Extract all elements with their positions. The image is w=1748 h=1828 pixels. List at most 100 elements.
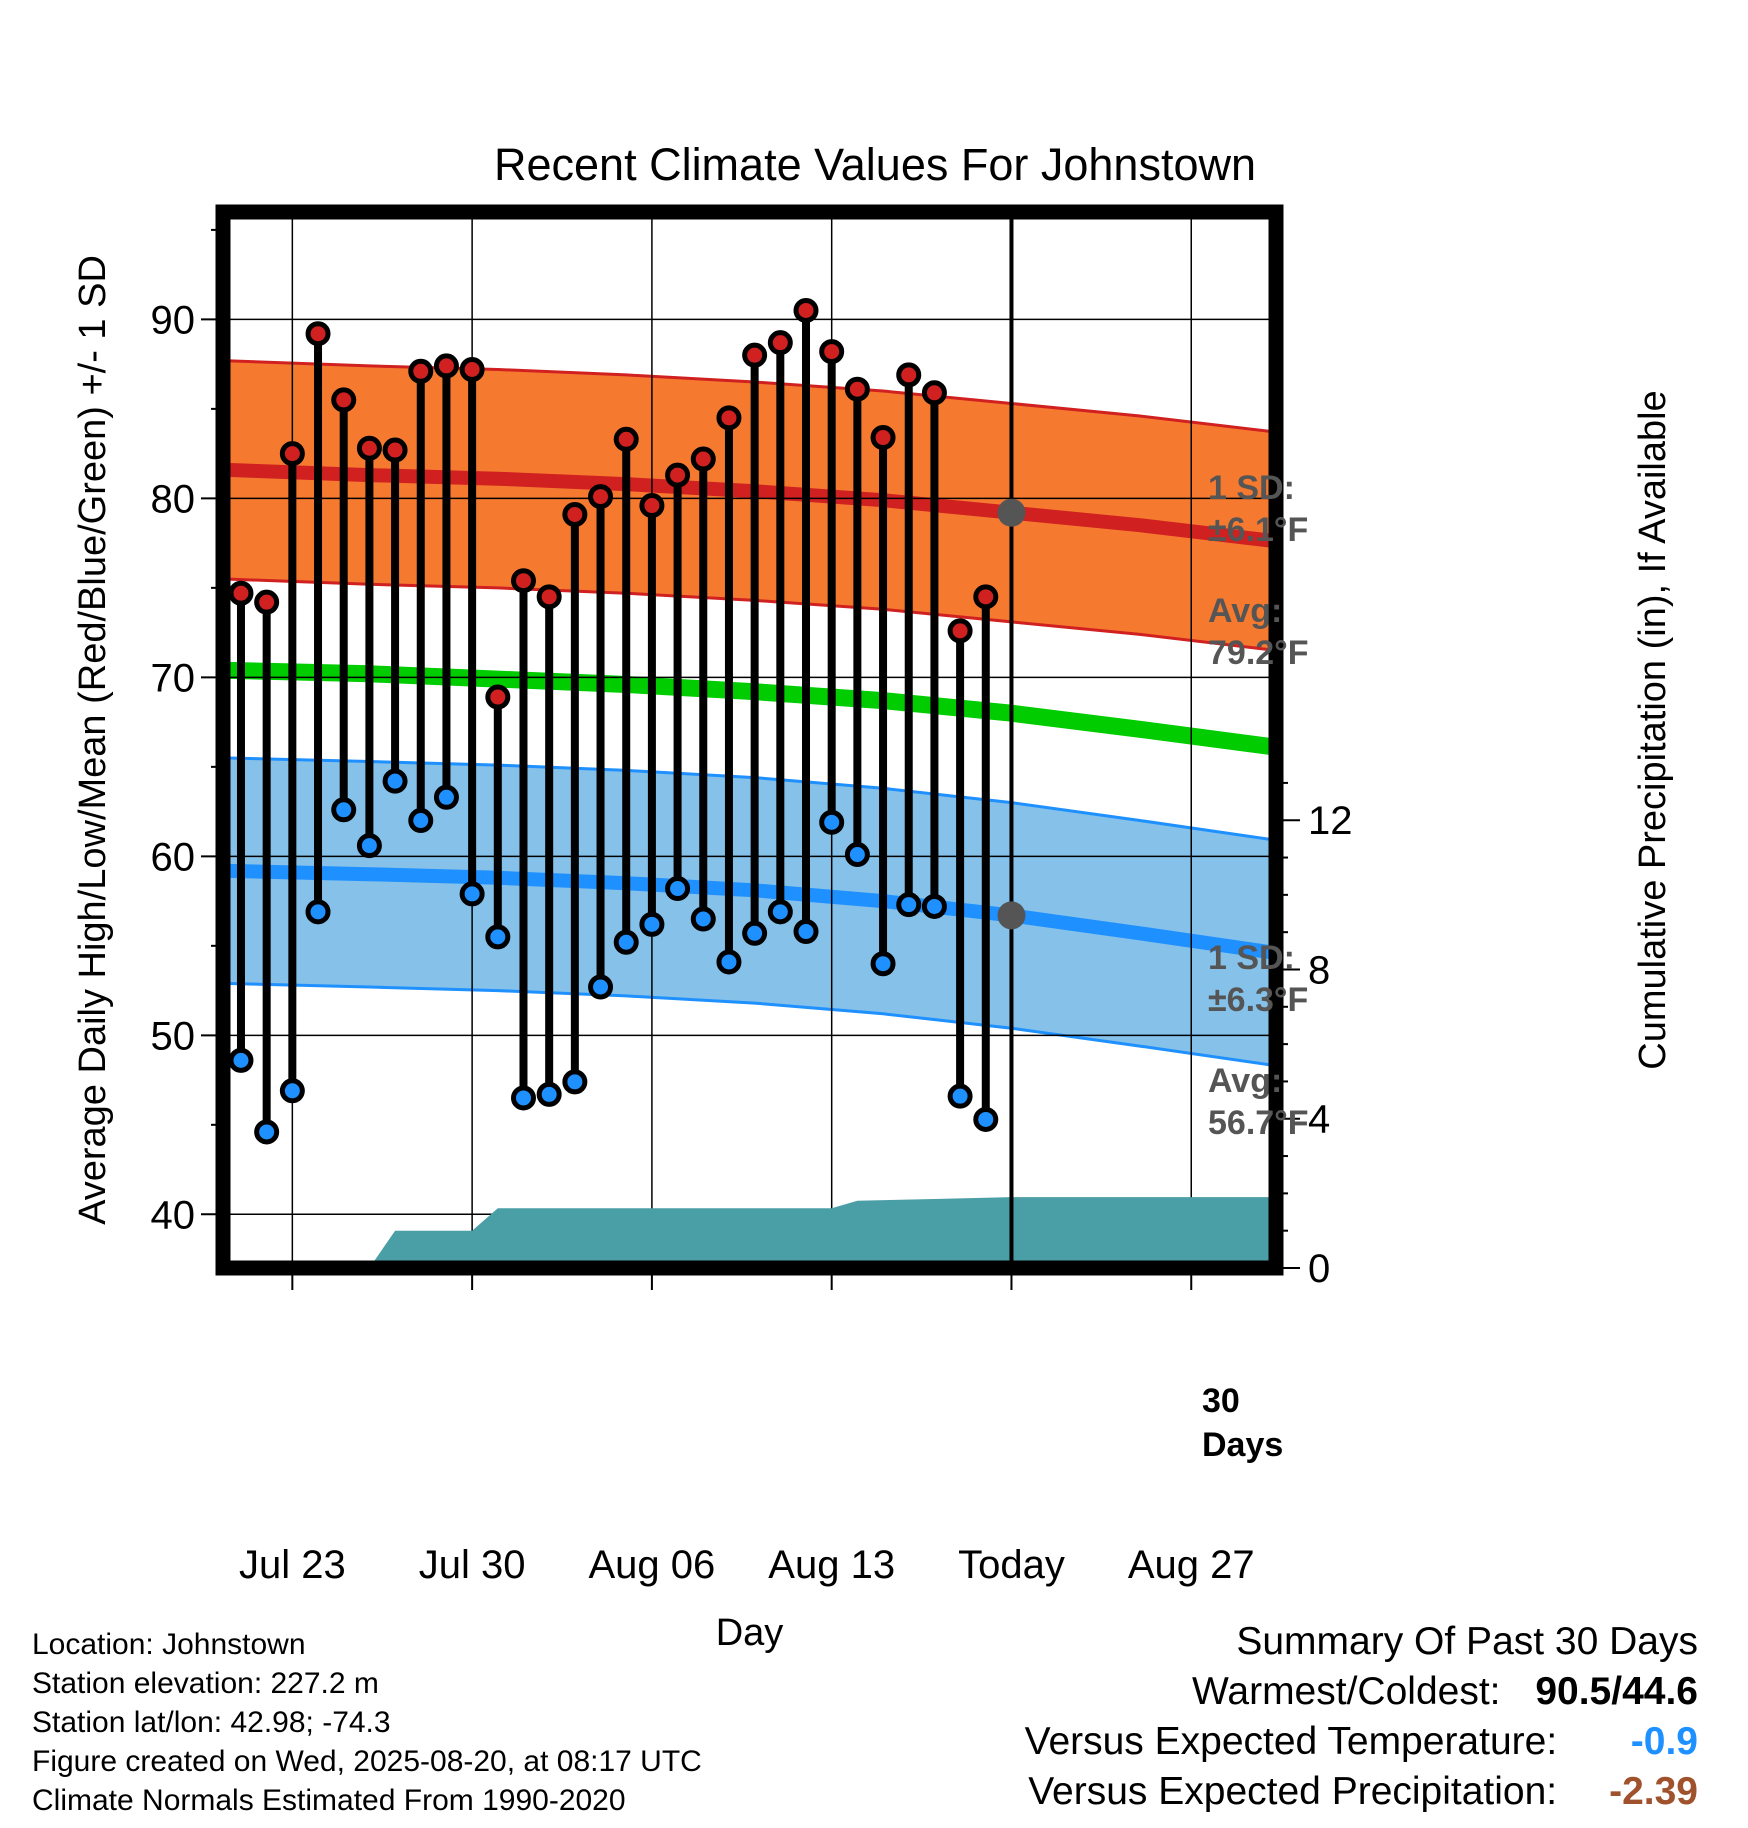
daily-high-point bbox=[254, 589, 280, 615]
daily-high-point bbox=[819, 339, 845, 365]
daily-low-point bbox=[588, 974, 614, 1000]
high-sd-band bbox=[223, 360, 1276, 651]
info-elevation: Station elevation: 227.2 m bbox=[32, 1667, 379, 1700]
daily-low-point bbox=[562, 1069, 588, 1095]
daily-low-point bbox=[459, 881, 485, 907]
daily-high-point bbox=[510, 568, 536, 594]
low-sd-value: ±6.3°F bbox=[1208, 981, 1308, 1019]
daily-low-point bbox=[921, 893, 947, 919]
chart-title: Recent Climate Values For Johnstown bbox=[494, 139, 1256, 190]
high-sd-value: ±6.1°F bbox=[1208, 511, 1308, 549]
plot-border bbox=[215, 204, 1284, 1276]
normal-bands bbox=[222, 359, 1278, 1068]
daily-high-point bbox=[716, 405, 742, 431]
daily-low-point bbox=[742, 920, 768, 946]
daily-high-point bbox=[921, 380, 947, 406]
daily-low-point bbox=[254, 1119, 280, 1145]
low-avg-label: Avg: bbox=[1208, 1062, 1282, 1100]
x-tick-label: Today bbox=[958, 1543, 1065, 1587]
x-tick-label: Aug 13 bbox=[768, 1543, 895, 1587]
warmest-coldest-label: Warmest/Coldest: bbox=[1192, 1670, 1501, 1713]
daily-high-point bbox=[613, 426, 639, 452]
daily-high-point bbox=[665, 462, 691, 488]
y2-tick-label: 12 bbox=[1308, 799, 1353, 843]
daily-low-point bbox=[665, 876, 691, 902]
info-location: Location: Johnstown bbox=[32, 1628, 306, 1661]
low-avg-value: 56.7°F bbox=[1208, 1104, 1309, 1142]
daily-series bbox=[228, 212, 1026, 1268]
y2-tick-label: 4 bbox=[1308, 1098, 1330, 1142]
daily-high-point bbox=[408, 358, 434, 384]
y2-axis-title: Cumulative Precipitation (in), If Availa… bbox=[1632, 390, 1674, 1069]
y-tick-label: 40 bbox=[151, 1193, 196, 1237]
summary-heading: Summary Of Past 30 Days bbox=[1236, 1620, 1698, 1663]
y2-tick-label: 8 bbox=[1308, 948, 1330, 992]
x-tick-label: Jul 30 bbox=[419, 1543, 526, 1587]
precip-label: Versus Expected Precipitation: bbox=[1028, 1770, 1558, 1813]
precipitation-layer bbox=[369, 1197, 1276, 1268]
info-created: Figure created on Wed, 2025-08-20, at 08… bbox=[32, 1745, 702, 1778]
daily-high-point bbox=[305, 321, 331, 347]
daily-low-point bbox=[485, 924, 511, 950]
summary-block: Summary Of Past 30 Days Warmest/Coldest:… bbox=[1025, 1617, 1698, 1817]
daily-high-point bbox=[331, 387, 357, 413]
daily-low-point bbox=[510, 1085, 536, 1111]
info-normals: Climate Normals Estimated From 1990-2020 bbox=[32, 1784, 626, 1817]
low-sd-band bbox=[223, 757, 1276, 1066]
daily-high-point bbox=[228, 580, 254, 606]
daily-low-point bbox=[536, 1081, 562, 1107]
x-axis-title: Day bbox=[716, 1612, 784, 1654]
daily-low-point bbox=[639, 911, 665, 937]
annotations: 1 SD: ±6.1°F Avg: 79.2°F 1 SD: ±6.3°F Av… bbox=[1202, 469, 1309, 1464]
daily-low-point bbox=[228, 1047, 254, 1073]
daily-low-point bbox=[844, 842, 870, 868]
summary-temperature: Versus Expected Temperature: -0.9 bbox=[1025, 1717, 1698, 1767]
plot-frame bbox=[215, 204, 1284, 1276]
daily-low-point bbox=[305, 899, 331, 925]
daily-low-point bbox=[947, 1083, 973, 1109]
y-tick-label: 50 bbox=[151, 1014, 196, 1058]
high-sd-label: 1 SD: bbox=[1208, 469, 1295, 507]
precip-value: -2.39 bbox=[1609, 1770, 1698, 1813]
x-tick-label: Aug 06 bbox=[589, 1543, 716, 1587]
daily-high-point bbox=[767, 330, 793, 356]
daily-low-point bbox=[690, 906, 716, 932]
daily-high-point bbox=[742, 342, 768, 368]
daily-high-point bbox=[639, 493, 665, 519]
today-avg-high-marker bbox=[997, 498, 1026, 527]
days-count-label: 30 bbox=[1202, 1382, 1240, 1420]
high-avg-value: 79.2°F bbox=[1208, 634, 1309, 672]
daily-high-point bbox=[279, 441, 305, 467]
daily-high-point bbox=[690, 446, 716, 472]
y-tick-label: 60 bbox=[151, 835, 196, 879]
daily-high-point bbox=[536, 584, 562, 610]
daily-high-point bbox=[947, 618, 973, 644]
daily-high-point bbox=[433, 353, 459, 379]
daily-low-point bbox=[767, 899, 793, 925]
x-tick-label: Jul 23 bbox=[239, 1543, 346, 1587]
daily-low-point bbox=[716, 949, 742, 975]
y2-tick-label: 0 bbox=[1308, 1247, 1330, 1291]
today-avg-low-marker bbox=[997, 901, 1026, 930]
normal-mean-line bbox=[222, 661, 1278, 756]
daily-high-point bbox=[896, 362, 922, 388]
low-band-lower-edge bbox=[222, 981, 1277, 1068]
daily-high-point bbox=[562, 501, 588, 527]
station-info: Location: Johnstown Station elevation: 2… bbox=[32, 1625, 702, 1820]
daily-low-point bbox=[408, 808, 434, 834]
days-word-label: Days bbox=[1202, 1426, 1283, 1464]
y-axis-title: Average Daily High/Low/Mean (Red/Blue/Gr… bbox=[72, 255, 114, 1225]
precipitation-area bbox=[369, 1197, 1276, 1268]
daily-low-point bbox=[819, 809, 845, 835]
daily-low-point bbox=[279, 1078, 305, 1104]
daily-high-point bbox=[382, 437, 408, 463]
daily-high-point bbox=[459, 357, 485, 383]
daily-low-point bbox=[613, 929, 639, 955]
temp-value: -0.9 bbox=[1630, 1720, 1698, 1763]
axes: 40 50 60 70 80 90 0 4 8 12 Jul 23 Jul 30 Aug 06 Aug 1… bbox=[72, 228, 1674, 1654]
daily-low-point bbox=[356, 833, 382, 859]
daily-high-point bbox=[356, 435, 382, 461]
daily-high-point bbox=[844, 376, 870, 402]
daily-low-point bbox=[896, 892, 922, 918]
